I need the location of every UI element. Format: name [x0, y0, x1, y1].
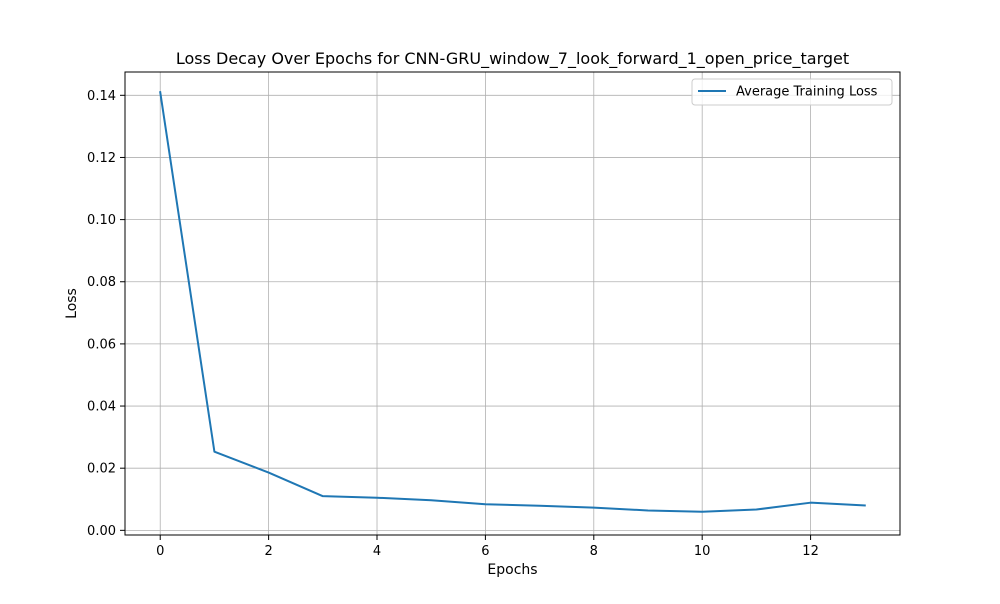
x-axis-label: Epochs: [487, 562, 537, 578]
legend: Average Training Loss: [691, 78, 893, 106]
data-point: [430, 499, 432, 501]
grid: [125, 72, 900, 535]
y-tick-label: 0.14: [87, 89, 116, 104]
data-point: [268, 472, 270, 474]
x-tick-label: 4: [373, 544, 381, 559]
series-layer: [159, 91, 866, 513]
data-point: [159, 91, 161, 93]
y-tick-label: 0.02: [87, 462, 116, 477]
y-tick-label: 0.10: [87, 213, 116, 228]
data-point: [484, 503, 486, 505]
x-tick-label: 2: [264, 544, 272, 559]
data-point: [593, 507, 595, 509]
data-point: [864, 504, 866, 506]
x-tick-label: 12: [802, 544, 819, 559]
legend-box: [691, 78, 893, 106]
chart-title: Loss Decay Over Epochs for CNN-GRU_windo…: [176, 49, 849, 69]
axes: [124, 71, 901, 536]
y-axis-ticks: 0.00 0.02 0.04 0.06 0.08 0.10 0.12 0.14: [87, 89, 125, 539]
x-tick-label: 6: [481, 544, 489, 559]
legend-label: Average Training Loss: [736, 85, 878, 100]
y-tick-label: 0.06: [87, 337, 116, 352]
x-tick-label: 0: [156, 544, 164, 559]
x-tick-label: 10: [694, 544, 711, 559]
data-point: [755, 509, 757, 511]
x-axis-ticks: 0 2 4 6 8 10 12: [156, 535, 819, 559]
x-tick-label: 8: [590, 544, 598, 559]
series-line-0: [159, 91, 866, 513]
y-axis-label: Loss: [64, 288, 80, 319]
data-point: [810, 502, 812, 504]
data-point: [539, 505, 541, 507]
plot-frame: [124, 71, 901, 536]
y-tick-label: 0.08: [87, 275, 116, 290]
data-point: [213, 451, 215, 453]
data-point: [647, 509, 649, 511]
data-point: [322, 495, 324, 497]
y-tick-label: 0.00: [87, 524, 116, 539]
y-tick-label: 0.12: [87, 151, 116, 166]
data-point: [701, 511, 703, 513]
y-tick-label: 0.04: [87, 400, 116, 415]
data-point: [376, 497, 378, 499]
